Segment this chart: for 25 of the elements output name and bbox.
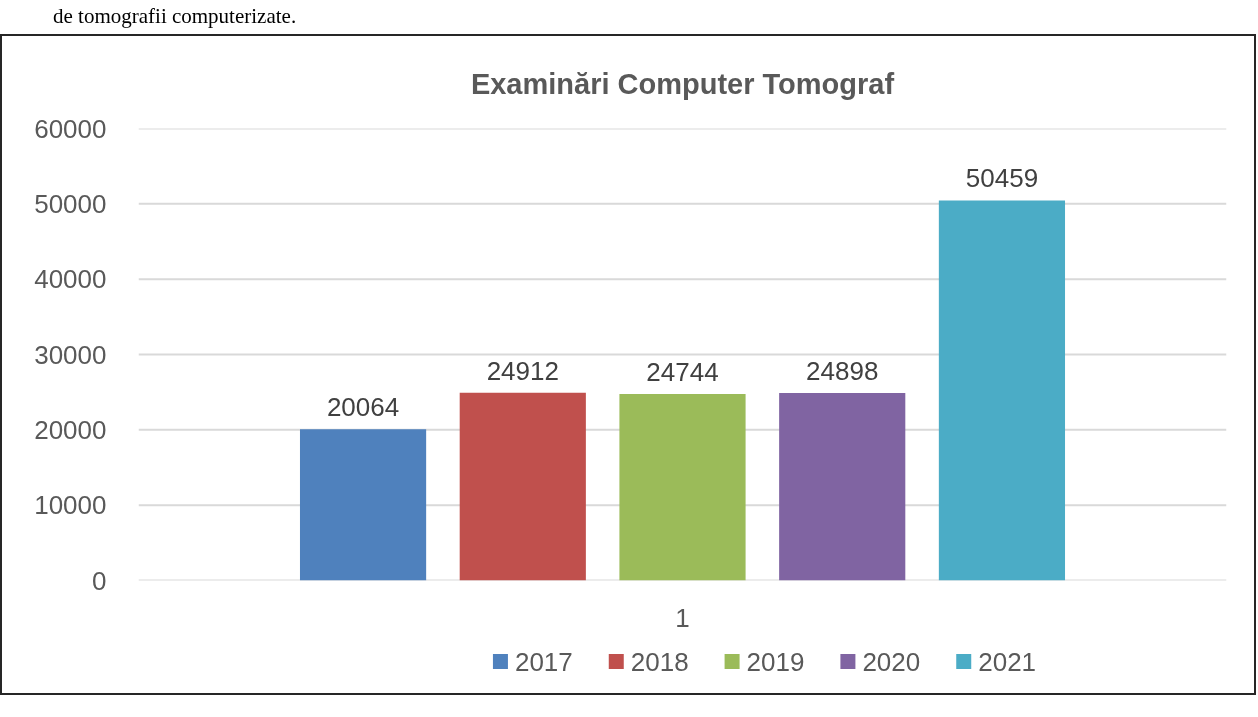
data-label: 20064 [326, 392, 400, 423]
legend-label: 2020 [862, 646, 921, 677]
bar [459, 392, 586, 581]
y-tick-label: 0 [92, 565, 107, 596]
y-tick-label: 30000 [34, 339, 107, 370]
legend-label: 2019 [746, 646, 805, 677]
y-tick-label: 50000 [34, 188, 107, 219]
bar [299, 429, 427, 581]
y-tick-label: 20000 [34, 414, 107, 445]
chart-title: Examinări Computer Tomograf [470, 67, 895, 100]
bar [779, 392, 906, 581]
y-tick-label: 40000 [34, 264, 107, 295]
text: de tomografii computerizate. [53, 4, 297, 28]
legend-label: 2018 [630, 646, 689, 677]
data-label: 50459 [965, 163, 1039, 194]
data-label: 24912 [486, 355, 559, 386]
x-tick-label: 1 [675, 602, 690, 633]
y-tick-label: 10000 [34, 490, 107, 521]
data-label: 24898 [806, 355, 879, 386]
data-label: 24744 [646, 357, 719, 388]
y-tick-label: 60000 [34, 113, 107, 144]
bar [619, 394, 746, 581]
bar [938, 200, 1066, 581]
legend-label: 2021 [978, 646, 1037, 677]
legend-label: 2017 [514, 646, 573, 677]
